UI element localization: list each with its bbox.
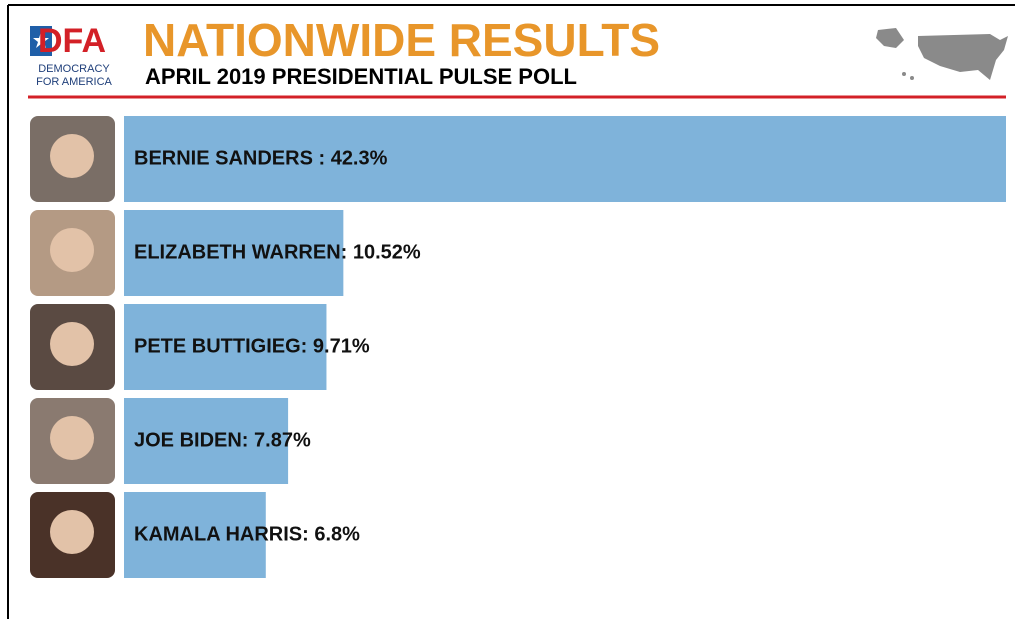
logo-mark: DFA (38, 22, 106, 60)
bar (124, 304, 327, 390)
photo-face (50, 510, 94, 554)
map-hawaii (910, 76, 914, 80)
bar (124, 492, 266, 578)
bar-label: KAMALA HARRIS: 6.8% (134, 523, 360, 545)
logo-star (33, 32, 49, 48)
photo-face (50, 228, 94, 272)
photo-face (50, 416, 94, 460)
bar (124, 210, 344, 296)
bar (124, 398, 289, 484)
photo-face (50, 134, 94, 178)
map-us (918, 34, 1008, 80)
bar-label: ELIZABETH WARREN: 10.52% (134, 241, 421, 263)
photo-face (50, 322, 94, 366)
bar-label: BERNIE SANDERS : 42.3% (134, 147, 388, 169)
logo-line: FOR AMERICA (36, 76, 112, 88)
chart-subtitle: APRIL 2019 PRESIDENTIAL PULSE POLL (145, 64, 577, 89)
map-hawaii (902, 72, 906, 76)
bar (124, 116, 1006, 202)
chart-title: NATIONWIDE RESULTS (143, 14, 660, 66)
logo-line: DEMOCRACY (38, 63, 110, 75)
logo: DFA DEMOCRACY FOR AMERICA (30, 22, 113, 88)
map-icon (876, 28, 1008, 80)
map-alaska (876, 28, 904, 48)
bar-label: PETE BUTTIGIEG: 9.71% (134, 335, 370, 357)
bar-label: JOE BIDEN: 7.87% (134, 429, 311, 451)
